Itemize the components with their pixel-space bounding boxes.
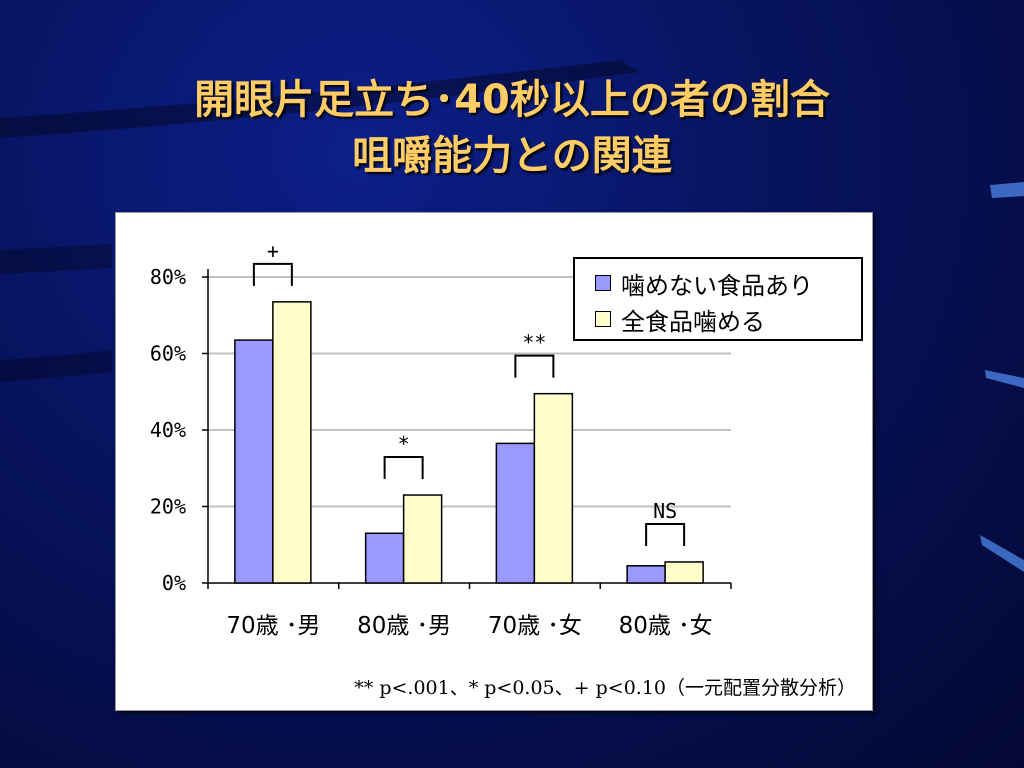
x-category-label: 80歳 ･女 [619,613,713,639]
significance-label: NS [653,499,677,523]
y-tick-label: 40% [150,418,186,442]
significance-bracket [645,522,686,546]
significance-footnote: ** p<.001、* p<0.05、+ p<0.10（一元配置分散分析） [354,677,856,699]
significance-bracket [252,262,293,286]
legend-swatch-series-2 [595,311,611,327]
x-category-label: 70歳 ･女 [488,613,582,639]
bar-1-4 [626,565,666,584]
chart-legend: 噛めない食品あり 全食品噛める [573,257,863,341]
legend-item-series-1: 噛めない食品あり [595,265,861,301]
bar-1-3 [495,442,536,584]
x-category-label: 70歳 ･男 [226,613,320,639]
significance-bracket [514,354,555,378]
significance-bracket [383,456,424,480]
y-tick-label: 0% [162,571,186,595]
title-line-2: 咀嚼能力との関連 [352,133,672,179]
x-category-label: 80歳 ･男 [357,613,451,639]
bar-chart: 0% 20% 40% 60% 80% +70歳 ･男 * 80歳 ･男 ** 70歳 ･女 NS 80… [150,239,732,639]
chart-panel: 0% 20% 40% 60% 80% +70歳 ･男 * 80歳 ･男 ** 70歳 ･女 NS 80… [115,212,873,711]
legend-item-series-2: 全食品噛める [595,301,861,337]
significance-label: + [267,239,279,263]
y-tick-label: 60% [150,342,186,366]
bar-2-3 [533,392,574,584]
legend-label-series-2: 全食品噛める [621,307,765,336]
legend-label-series-1: 噛めない食品あり [621,271,813,300]
bar-2-1 [272,301,312,584]
y-tick-label: 80% [150,265,186,289]
bar-2-2 [402,494,443,584]
title-line-1: 開眼片足立ち･40秒以上の者の割合 [194,77,830,123]
significance-label: ** [522,331,546,355]
slide-title: 開眼片足立ち･40秒以上の者の割合 咀嚼能力との関連 [0,72,1024,184]
bar-2-4 [664,561,704,584]
legend-swatch-series-1 [595,275,611,291]
significance-label: * [398,432,410,456]
bar-1-1 [234,339,274,584]
bar-1-2 [364,532,405,584]
y-tick-label: 20% [150,495,186,519]
